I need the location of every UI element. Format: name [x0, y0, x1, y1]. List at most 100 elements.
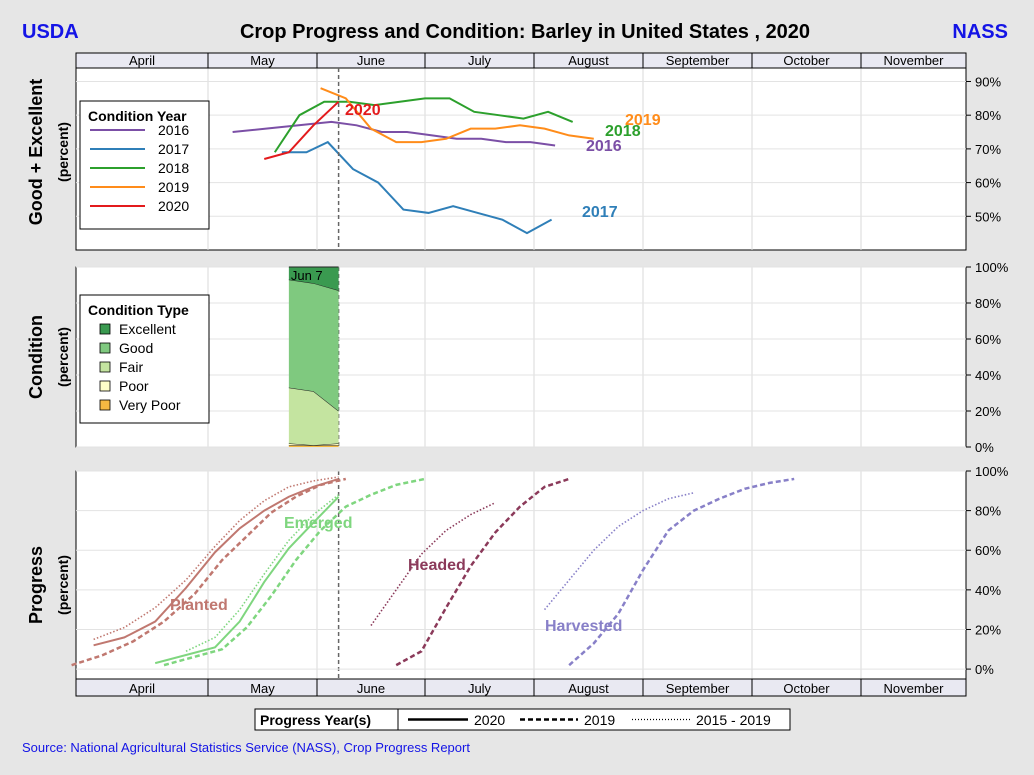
month-label-top: May	[250, 53, 275, 68]
condition-tick-label: 0%	[975, 440, 994, 455]
progress-year-legend-title: Progress Year(s)	[260, 712, 371, 728]
progress-tick-label: 60%	[975, 543, 1001, 558]
month-header-bottom: April May June July August September October No…	[75, 678, 967, 697]
condition-year-legend: Condition Year 2016 2017 2018 2019 2020	[79, 100, 210, 230]
legend-label-very-poor: Very Poor	[119, 397, 181, 413]
ge-tick-label: 70%	[975, 142, 1001, 157]
legend-2020-label: 2020	[474, 712, 505, 728]
condition-axis-unit: (percent)	[55, 327, 71, 387]
condition-plot-area	[75, 266, 967, 448]
progress-year-legend: Progress Year(s) 2020 2019 2015 - 2019	[254, 708, 791, 731]
progress-series-headed-2015-2019	[370, 501, 496, 626]
ge-end-label-2017: 2017	[582, 204, 618, 221]
legend-swatch-good	[99, 342, 111, 354]
progress-tick-label: 20%	[975, 622, 1001, 637]
ge-end-label-2019: 2019	[625, 112, 661, 129]
month-label-bottom: November	[884, 681, 945, 696]
nass-label: NASS	[952, 21, 1008, 43]
condition-tick-label: 60%	[975, 332, 1001, 347]
ge-tick-label: 60%	[975, 176, 1001, 191]
legend-label-2019: 2019	[158, 179, 189, 195]
month-label-top: September	[666, 53, 730, 68]
progress-plot-area	[75, 470, 967, 680]
month-label-bottom: July	[468, 681, 492, 696]
legend-2019-label: 2019	[584, 712, 615, 728]
progress-axis-unit: (percent)	[55, 555, 71, 615]
progress-series-emerged-2015-2019	[185, 494, 340, 652]
progress-series-headed-2019	[395, 477, 570, 667]
progress-series-harvested-2019	[568, 477, 795, 667]
month-label-top: November	[884, 53, 945, 68]
good-excellent-axis-unit: (percent)	[55, 122, 71, 182]
ge-tick-label: 50%	[975, 209, 1001, 224]
ge-tick-label: 90%	[975, 74, 1001, 89]
legend-label-2016: 2016	[158, 122, 189, 138]
legend-swatch-poor	[99, 380, 111, 392]
month-label-bottom: April	[129, 681, 155, 696]
progress-tick-label: 80%	[975, 504, 1001, 519]
progress-series-planted-2015-2019	[93, 476, 339, 641]
legend-label-poor: Poor	[119, 378, 149, 394]
ge-tick-label: 80%	[975, 108, 1001, 123]
progress-panel: 100% 80% 60% 40% 20% 0% Planted Emerged Headed Ha…	[71, 464, 1009, 677]
ge-end-label-2016: 2016	[586, 138, 622, 155]
progress-tick-label: 40%	[975, 583, 1001, 598]
month-label-bottom: September	[666, 681, 730, 696]
condition-panel: 100% 80% 60% 40% 20% 0% Jun 7	[76, 260, 1009, 455]
legend-label-good: Good	[119, 340, 153, 356]
source-note: Source: National Agricultural Statistics…	[22, 740, 470, 755]
progress-series-emerged-2020	[154, 496, 340, 665]
month-label-top: August	[568, 53, 609, 68]
month-label-top: June	[357, 53, 385, 68]
stage-label-emerged: Emerged	[284, 515, 352, 532]
legend-label-2017: 2017	[158, 141, 189, 157]
condition-tick-label: 80%	[975, 296, 1001, 311]
ge-series-2017	[281, 140, 553, 235]
ge-series-2019	[320, 87, 594, 144]
condition-type-legend: Condition Type Excellent Good Fair Poor Very…	[79, 294, 210, 424]
month-label-bottom: May	[250, 681, 275, 696]
ge-end-label-2018: 2018	[605, 123, 641, 140]
usda-label: USDA	[22, 21, 79, 43]
month-header-top: April May June July August September October No…	[75, 52, 967, 69]
page-title: Crop Progress and Condition: Barley in U…	[240, 21, 810, 43]
month-label-bottom: October	[783, 681, 830, 696]
progress-axis-title: Progress	[26, 546, 46, 624]
legend-label-2018: 2018	[158, 160, 189, 176]
progress-tick-label: 100%	[975, 464, 1009, 479]
condition-tick-label: 20%	[975, 404, 1001, 419]
legend-label-fair: Fair	[119, 359, 143, 375]
month-strip-top	[75, 52, 967, 69]
condition-area-fair	[288, 387, 339, 446]
condition-week-annotation: Jun 7	[291, 268, 323, 283]
condition-type-legend-title: Condition Type	[88, 302, 189, 318]
progress-series-harvested-2015-2019	[543, 492, 695, 611]
legend-label-excellent: Excellent	[119, 321, 176, 337]
panels	[75, 67, 967, 680]
ge-plot-area	[75, 67, 967, 251]
stage-label-harvested: Harvested	[545, 618, 622, 635]
stage-label-headed: Headed	[408, 557, 466, 574]
legend-swatch-excellent	[99, 323, 111, 335]
ge-series-2016	[232, 120, 556, 147]
month-label-top: October	[783, 53, 830, 68]
legend-label-2020: 2020	[158, 198, 189, 214]
condition-tick-label: 100%	[975, 260, 1009, 275]
progress-series-planted-2019	[71, 477, 347, 667]
progress-tick-label: 0%	[975, 662, 994, 677]
month-label-bottom: June	[357, 681, 385, 696]
ge-end-label-2020: 2020	[345, 102, 381, 119]
condition-year-legend-title: Condition Year	[88, 108, 187, 124]
stage-label-planted: Planted	[170, 597, 228, 614]
legend-2015-2019-label: 2015 - 2019	[696, 712, 771, 728]
condition-tick-label: 40%	[975, 368, 1001, 383]
month-label-bottom: August	[568, 681, 609, 696]
ge-series-2020	[263, 100, 340, 160]
month-label-top: April	[129, 53, 155, 68]
condition-area-good	[288, 279, 339, 411]
month-label-top: July	[468, 53, 492, 68]
month-strip-bottom	[75, 678, 967, 697]
condition-area-excellent	[288, 267, 339, 291]
good-excellent-axis-title: Good + Excellent	[26, 79, 46, 226]
